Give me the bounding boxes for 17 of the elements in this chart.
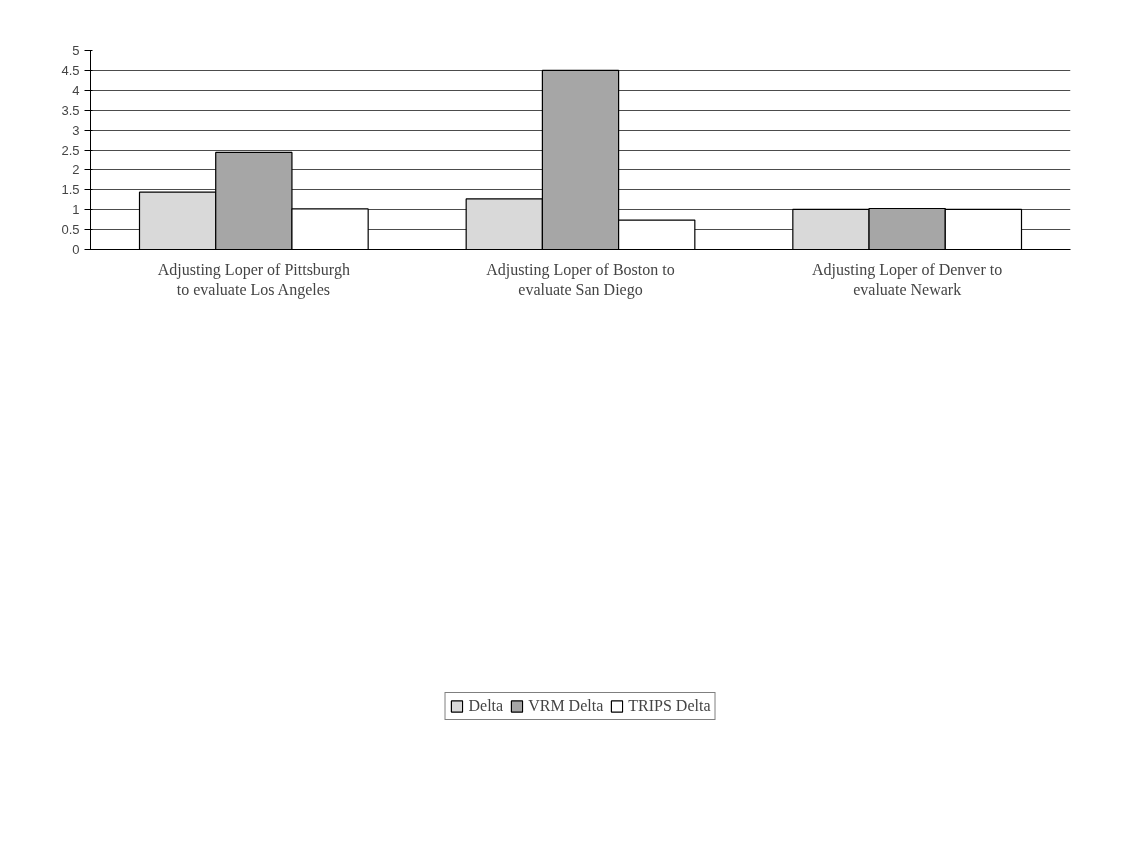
y-tick-label: 2 xyxy=(72,162,80,178)
legend-label: TRIPS Delta xyxy=(628,696,711,715)
y-tick-label: 1.5 xyxy=(61,182,80,198)
y-tick-label: 3.5 xyxy=(61,102,80,118)
x-tick-label: Adjusting Loper of Boston to evaluate San Diego xyxy=(486,260,675,299)
y-tick-label: 2.5 xyxy=(61,142,80,158)
y-tick-label: 5 xyxy=(72,43,80,58)
x-tick-label: Adjusting Loper of Pittsburgh to evaluate Los Angeles xyxy=(157,260,350,299)
y-tick-label: 4.5 xyxy=(61,62,80,78)
x-tick-label: Adjusting Loper of Denver to evaluate Newark xyxy=(812,260,1003,298)
legend-label: VRM Delta xyxy=(528,696,604,715)
y-tick-label: 3 xyxy=(72,122,80,138)
y-tick-label: 0.5 xyxy=(61,222,80,238)
y-tick-label: 1 xyxy=(72,202,80,218)
y-tick-label: 0 xyxy=(72,242,80,257)
y-tick-label: 4 xyxy=(72,82,80,98)
legend-label: Delta xyxy=(468,696,504,715)
